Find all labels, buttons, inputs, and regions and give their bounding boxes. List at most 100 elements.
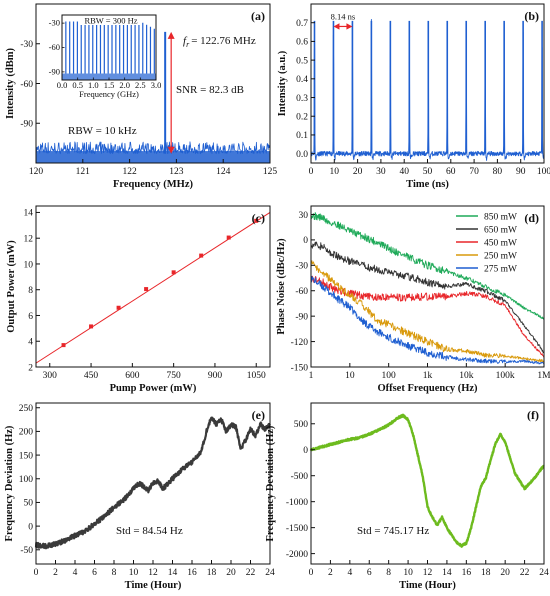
y-axis-label: Intensity (dBm) [5, 48, 16, 119]
inset-x-tick-label: 3.0 [151, 80, 162, 90]
x-axis-label: Frequency (MHz) [113, 179, 193, 190]
y-tick-label: -1000 [286, 498, 308, 508]
panel-label: (c) [252, 211, 265, 225]
x-tick-label: 6 [92, 568, 97, 578]
x-tick-label: 750 [167, 371, 182, 381]
rbw-annotation: RBW = 10 kHz [68, 125, 137, 137]
x-tick-label: 100 [537, 167, 550, 177]
y-tick-label: 0.6 [296, 38, 308, 48]
std-annotation: Std = 84.54 Hz [116, 525, 183, 537]
plot-frame [35, 3, 271, 164]
x-tick-label: 0 [309, 167, 314, 177]
x-tick-label: 4 [347, 568, 352, 578]
legend-label: 275 mW [484, 265, 517, 275]
data-point [199, 253, 204, 258]
inset-x-tick-label: 1.5 [104, 80, 115, 90]
y-tick-label: 100 [19, 475, 34, 485]
legend-label: 650 mW [484, 226, 517, 236]
y-tick-label: -60 [20, 80, 33, 90]
x-tick-label: 1 [309, 371, 314, 381]
plot-frame [35, 205, 271, 368]
inset-x-axis-label: Frequency (GHz) [79, 89, 139, 99]
spectrum-trace [35, 141, 270, 155]
x-tick-label: 120 [29, 167, 44, 177]
x-tick-label: 1k [423, 371, 433, 381]
snr-annotation: SNR = 82.3 dB [176, 84, 244, 96]
x-tick-label: 123 [169, 167, 184, 177]
panel-label: (f) [527, 408, 539, 422]
phase-noise-series [310, 275, 545, 359]
linear-fit-line [35, 212, 271, 364]
x-tick-label: 4 [73, 568, 78, 578]
x-tick-label: 16 [462, 568, 472, 578]
x-tick-label: 90 [516, 167, 526, 177]
y-tick-label: 0.0 [296, 150, 308, 160]
y-tick-label: 0 [303, 236, 308, 246]
y-tick-label: -90 [20, 120, 33, 130]
frequency-deviation-trace [34, 416, 271, 550]
x-tick-label: 0 [309, 568, 314, 578]
x-tick-label: 600 [125, 371, 140, 381]
pulse-trace [310, 18, 545, 161]
std-annotation: Std = 745.17 Hz [357, 525, 429, 537]
inset-y-tick-label: -30 [49, 18, 60, 28]
period-annotation: 8.14 ns [331, 11, 356, 21]
phase-noise-series [310, 275, 545, 365]
panel-b: 8.14 ns 0 10 20 30 40 50 60 70 80 90 100 0.0 0.1 0.2 0.… [277, 3, 550, 190]
y-tick-label: -1500 [286, 524, 308, 534]
y-tick-label: 250 [19, 404, 34, 414]
x-tick-label: 8 [112, 568, 117, 578]
panel-a: fr = 122.76 MHz SNR = 82.3 dB RBW = 10 kHz 0… [5, 3, 278, 190]
inset-y-tick-label: -60 [49, 42, 60, 52]
x-tick-label: 20 [500, 568, 510, 578]
x-tick-label: 900 [208, 371, 223, 381]
y-tick-label: 0.2 [296, 113, 308, 123]
x-axis-label: Offset Frequency (Hz) [377, 383, 478, 394]
rep-rate-value: = 122.76 MHz [191, 35, 256, 47]
plot-frame [310, 205, 545, 368]
x-tick-label: 30 [376, 167, 386, 177]
x-tick-label: 10 [330, 167, 340, 177]
data-point [144, 287, 149, 292]
x-tick-label: 20 [226, 568, 236, 578]
plot-frame [35, 402, 271, 565]
panel-c: 300 450 600 750 900 1050 2 4 6 8 10 12 14 Pump Power … [6, 205, 271, 394]
inset-rbw-label: RBW = 300 Hz [84, 16, 137, 26]
x-tick-label: 125 [263, 167, 278, 177]
x-tick-label: 10 [345, 371, 355, 381]
inset-rbw-box [80, 16, 142, 25]
panel-label: (a) [251, 9, 265, 23]
panel-label: (b) [524, 9, 539, 23]
noise-floor-band [36, 151, 270, 163]
inset: 0.0 0.5 1.0 1.5 2.0 2.5 3.0 -30 -60 -90 RBW = 300 … [49, 14, 162, 99]
y-tick-label: -50 [20, 546, 33, 556]
x-tick-label: 20 [353, 167, 363, 177]
x-tick-label: 300 [43, 371, 58, 381]
x-tick-label: 22 [520, 568, 530, 578]
x-tick-label: 450 [84, 371, 99, 381]
y-tick-label: 8 [28, 286, 33, 296]
legend-label: 850 mW [484, 213, 517, 223]
data-point [254, 218, 259, 223]
phase-noise-series [310, 241, 545, 354]
y-tick-label: -90 [295, 312, 308, 322]
x-tick-label: 6 [367, 568, 372, 578]
x-tick-label: 1050 [247, 371, 266, 381]
rep-rate-subscript: r [186, 40, 190, 49]
plot-frame [310, 402, 545, 565]
x-tick-label: 24 [265, 568, 275, 578]
y-tick-label: 0.5 [296, 56, 308, 66]
x-tick-label: 50 [423, 167, 433, 177]
data-point [89, 324, 94, 329]
x-tick-label: 0 [34, 568, 39, 578]
y-tick-label: 0 [28, 522, 33, 532]
inset-y-tick-label: -90 [49, 66, 60, 76]
x-tick-label: 121 [76, 167, 91, 177]
y-tick-label: 0.3 [296, 94, 308, 104]
y-axis-label: Frequency Deviation (Hz) [265, 425, 276, 541]
y-tick-label: 14 [24, 209, 34, 219]
inset-x-tick-label: 2.0 [119, 80, 130, 90]
data-point [116, 305, 121, 310]
y-tick-label: -150 [291, 363, 309, 373]
y-tick-label: 0.1 [296, 131, 308, 141]
